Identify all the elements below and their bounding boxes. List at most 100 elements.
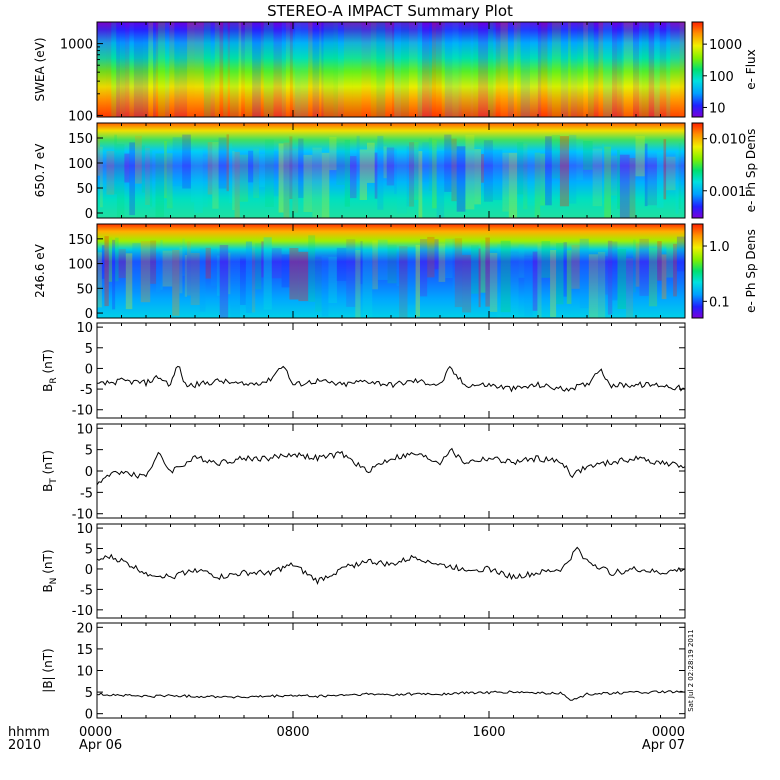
y-tick-label: -10 [72,604,93,619]
heatmap-cell [612,241,618,301]
heatmap-cell [647,157,657,206]
heatmap-cell [537,22,542,117]
heatmap-cell [190,149,195,203]
heatmap-cell [670,22,680,117]
y-tick-label: 150 [68,233,93,248]
heatmap-cell [248,150,254,183]
colorbar [691,21,704,118]
heatmap-cell [569,134,577,204]
heatmap-cell [219,245,229,318]
heatmap-cell [605,256,608,295]
heatmap-cell [444,134,452,192]
heatmap-cell [436,150,445,218]
heatmap-cell [259,154,265,187]
heatmap-cell [165,22,170,117]
heatmap-cell [524,256,533,317]
y-tick-label: 100 [68,157,93,172]
y-tick-label: -5 [80,486,93,501]
heatmap-cell [346,239,356,307]
y-tick-label: -10 [72,508,93,523]
y-tick-label: 10 [76,321,93,336]
heatmap-cell [298,138,304,198]
heatmap-cell [657,241,662,281]
colorbar-tick-label: 1000 [709,38,742,53]
heatmap-cell [321,256,329,317]
heatmap-cell [559,136,569,207]
heatmap-cell [376,22,386,117]
heatmap-cell [513,22,518,117]
heatmap-cell [452,238,455,291]
heatmap-cell [560,22,569,117]
heatmap-cell [654,22,660,117]
y-axis-label: BN (nT) [41,549,59,592]
heatmap-cell [577,22,584,117]
heatmap-cell [576,139,584,181]
heatmap-cell [160,240,163,290]
heatmap-cell [108,237,113,282]
x-tick-date-label: Apr 06 [79,738,122,753]
heatmap-cell [431,22,436,117]
heatmap-cell [648,248,658,307]
heatmap-cell [207,142,213,195]
heatmap-cell [153,22,156,117]
heatmap-cell [441,22,445,117]
heatmap-cell [273,22,282,117]
heatmap-cell [352,22,362,117]
heatmap-cell [158,22,166,117]
heatmap-cell [644,143,648,207]
heatmap-cell [273,150,279,197]
heatmap-cell [445,238,453,278]
heatmap-cell [227,22,230,117]
heatmap-cell [541,241,551,278]
heatmap-cell [659,22,667,117]
heatmap-cell [261,241,264,278]
heatmap-cell [285,22,290,117]
heatmap-cell [281,22,284,117]
heatmap-cell [240,258,246,305]
heatmap-cell [129,22,134,117]
heatmap-cell [409,142,415,207]
x-tick-label: 0800 [276,725,309,740]
heatmap-cell [292,148,299,213]
data-series-line [96,546,686,586]
heatmap-cell [680,156,685,186]
heatmap-cell [245,241,252,313]
heatmap-cell [202,156,208,208]
heatmap-cell [556,243,564,305]
heatmap-cell [179,22,188,117]
y-axis-label-main: B [41,384,55,392]
heatmap-cell [239,154,249,202]
heatmap-cell [367,142,375,183]
heatmap-cell [336,247,347,281]
heatmap-cell [401,22,409,117]
heatmap-cell [203,22,211,117]
heatmap-cell [392,22,395,117]
heatmap-cell [383,146,387,179]
heatmap-cell [434,239,439,270]
heatmap-cell [604,146,611,218]
heatmap-cell [308,235,316,302]
heatmap-cell [321,22,324,117]
y-axis-label-main: B [41,484,55,492]
heatmap-cell [230,254,240,318]
heatmap-cell [219,22,224,117]
data-series-line [96,447,686,486]
heatmap-cell [621,22,624,117]
heatmap-cell [244,22,253,117]
heatmap-cell [593,22,599,117]
heatmap-cell [281,254,290,288]
heatmap-cell [478,22,488,117]
heatmap-cell [639,22,642,117]
heatmap-cell [666,156,676,191]
heatmap-cell [216,255,220,296]
heatmap-cell [212,142,219,209]
y-tick-label: 100 [68,258,93,273]
panel-frame [96,622,686,719]
heatmap-cell [292,22,296,117]
heatmap-cell [355,249,361,318]
heatmap-cell [520,22,530,117]
heatmap-cell [356,135,360,169]
heatmap-cell [617,149,620,209]
y-tick-label: 15 [76,643,93,658]
heatmap-cell [374,152,378,199]
